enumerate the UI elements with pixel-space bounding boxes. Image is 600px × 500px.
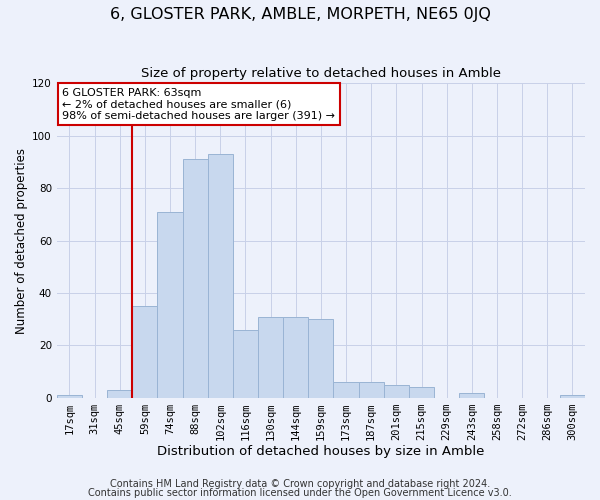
Bar <box>283 316 308 398</box>
X-axis label: Distribution of detached houses by size in Amble: Distribution of detached houses by size … <box>157 444 485 458</box>
Bar <box>233 330 258 398</box>
Bar <box>334 382 359 398</box>
Text: Contains HM Land Registry data © Crown copyright and database right 2024.: Contains HM Land Registry data © Crown c… <box>110 479 490 489</box>
Bar <box>132 306 157 398</box>
Bar <box>359 382 384 398</box>
Text: Contains public sector information licensed under the Open Government Licence v3: Contains public sector information licen… <box>88 488 512 498</box>
Y-axis label: Number of detached properties: Number of detached properties <box>15 148 28 334</box>
Bar <box>459 392 484 398</box>
Text: 6 GLOSTER PARK: 63sqm
← 2% of detached houses are smaller (6)
98% of semi-detach: 6 GLOSTER PARK: 63sqm ← 2% of detached h… <box>62 88 335 121</box>
Bar <box>308 319 334 398</box>
Bar <box>107 390 132 398</box>
Text: 6, GLOSTER PARK, AMBLE, MORPETH, NE65 0JQ: 6, GLOSTER PARK, AMBLE, MORPETH, NE65 0J… <box>110 8 490 22</box>
Bar <box>57 396 82 398</box>
Bar <box>560 396 585 398</box>
Bar <box>182 159 208 398</box>
Bar <box>157 212 182 398</box>
Bar <box>208 154 233 398</box>
Bar <box>258 316 283 398</box>
Bar <box>409 388 434 398</box>
Title: Size of property relative to detached houses in Amble: Size of property relative to detached ho… <box>141 68 501 80</box>
Bar <box>384 385 409 398</box>
